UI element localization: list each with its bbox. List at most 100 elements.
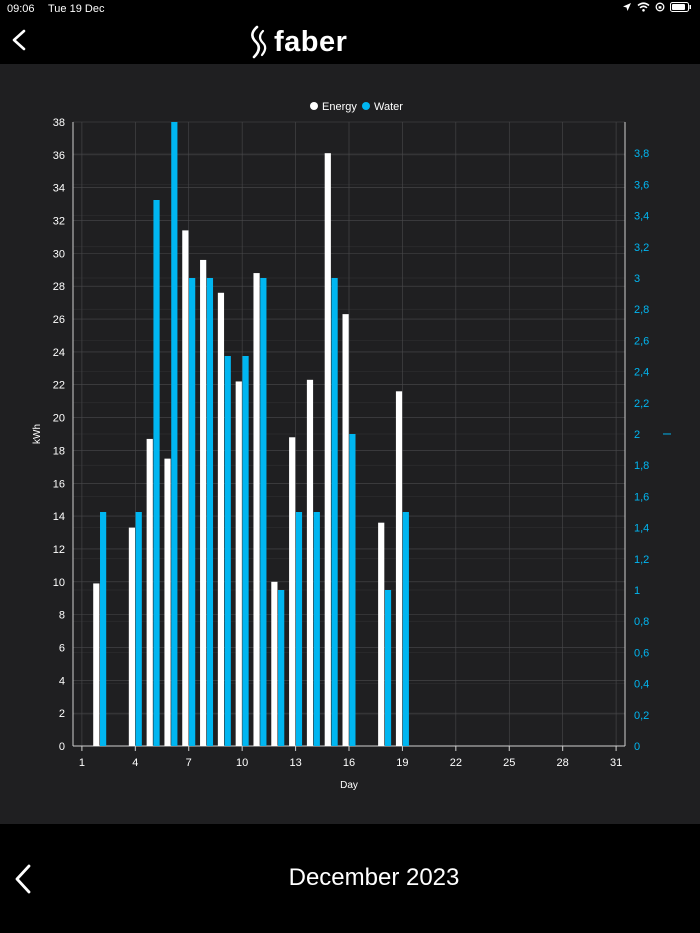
y2-axis-label: l	[660, 433, 672, 435]
x-tick-label: 13	[289, 757, 301, 769]
y-tick-label: 6	[59, 642, 65, 654]
flame-logo-icon	[251, 25, 267, 59]
energy-bar	[289, 437, 296, 746]
y-tick-label: 18	[53, 445, 65, 457]
x-tick-label: 22	[450, 757, 462, 769]
energy-bar	[324, 153, 331, 746]
y2-tick-label: 3	[634, 273, 640, 285]
energy-bar	[253, 273, 260, 746]
legend-energy-swatch	[310, 102, 318, 110]
energy-bar	[93, 583, 100, 746]
water-bar	[402, 512, 409, 746]
y-tick-label: 14	[53, 511, 65, 523]
water-bar	[189, 278, 196, 746]
y2-tick-label: 0,6	[634, 647, 649, 659]
energy-bar	[235, 381, 242, 746]
y2-tick-label: 1,6	[634, 491, 649, 503]
y2-tick-label: 2,2	[634, 398, 649, 410]
y2-tick-label: 0,8	[634, 616, 649, 628]
y-tick-label: 22	[53, 380, 65, 392]
water-bar	[331, 278, 338, 746]
legend-water-swatch	[362, 102, 370, 110]
battery-icon	[670, 2, 691, 12]
x-tick-label: 16	[343, 757, 355, 769]
y-tick-label: 0	[59, 741, 65, 753]
y-tick-label: 36	[53, 150, 65, 162]
bottom-bar: December 2023	[0, 824, 700, 933]
wifi-icon	[637, 2, 650, 12]
water-bar	[278, 590, 285, 746]
y-tick-label: 32	[53, 216, 65, 228]
y-tick-label: 38	[53, 117, 65, 129]
y-tick-label: 34	[53, 183, 65, 195]
energy-bar	[306, 379, 314, 746]
water-bar	[384, 590, 392, 746]
back-button[interactable]	[8, 26, 32, 54]
y-tick-label: 10	[53, 577, 65, 589]
month-label: December 2023	[288, 864, 460, 891]
y2-tick-label: 2	[634, 429, 640, 441]
y2-tick-label: 3,4	[634, 211, 649, 223]
x-axis-label: Day	[340, 780, 358, 791]
y2-tick-label: 2,4	[634, 367, 649, 379]
y2-tick-label: 3,6	[634, 179, 649, 191]
water-bar	[100, 512, 107, 746]
x-tick-label: 1	[79, 757, 85, 769]
energy-bar	[128, 527, 136, 746]
top-bar: faber	[0, 20, 700, 64]
y2-tick-label: 3,8	[634, 148, 649, 160]
y-tick-label: 2	[59, 708, 65, 720]
chevron-left-icon	[12, 29, 26, 51]
water-bar	[135, 512, 142, 746]
energy-bar	[200, 259, 207, 746]
water-bar	[206, 278, 214, 746]
water-bar	[224, 356, 231, 746]
x-tick-label: 31	[610, 757, 622, 769]
y-tick-label: 12	[53, 544, 65, 556]
y-tick-label: 24	[53, 347, 65, 359]
y-tick-label: 20	[53, 413, 65, 425]
y2-tick-label: 1,8	[634, 460, 649, 472]
orientation-lock-icon	[655, 2, 665, 12]
y2-tick-label: 1,4	[634, 523, 649, 535]
x-tick-label: 7	[186, 757, 192, 769]
x-tick-label: 28	[557, 757, 569, 769]
y-tick-label: 16	[53, 478, 65, 490]
energy-bar	[182, 230, 189, 746]
status-time: 09:06	[7, 3, 35, 15]
location-icon	[623, 3, 631, 11]
previous-month-button[interactable]	[10, 862, 36, 896]
y2-tick-label: 2,8	[634, 304, 649, 316]
legend-energy-label: Energy	[322, 101, 357, 113]
y2-tick-label: 1,2	[634, 554, 649, 566]
water-bar	[153, 200, 160, 746]
water-bar	[313, 512, 320, 746]
x-tick-label: 10	[236, 757, 248, 769]
chart-panel: 0 2 4 6 8 10 12 14 16 18 20 22 24 26 28 30 32 34 36 38 0 0,2 0…	[0, 64, 700, 824]
energy-bar	[378, 522, 385, 746]
y2-tick-label: 0,2	[634, 710, 649, 722]
energy-bar	[164, 458, 171, 746]
x-tick-label: 25	[503, 757, 515, 769]
water-bar	[260, 278, 267, 746]
y-tick-label: 26	[53, 314, 65, 326]
chevron-left-icon	[15, 864, 31, 894]
energy-water-chart: 0246810121416182022242628303234363800,20…	[32, 101, 672, 791]
y2-tick-label: 2,6	[634, 335, 649, 347]
y-tick-label: 30	[53, 248, 65, 260]
y-tick-label: 4	[59, 675, 65, 687]
y2-tick-label: 3,2	[634, 242, 649, 254]
energy-bar	[146, 438, 153, 746]
energy-bar	[217, 292, 225, 746]
y2-tick-label: 1	[634, 585, 640, 597]
x-tick-label: 19	[396, 757, 408, 769]
energy-bar	[395, 391, 403, 746]
y2-tick-label: 0	[634, 741, 640, 753]
y-tick-label: 28	[53, 281, 65, 293]
status-date: Tue 19 Dec	[48, 3, 105, 15]
status-bar: 09:06 Tue 19 Dec	[0, 0, 700, 20]
y-axis-label: kWh	[32, 424, 43, 444]
x-tick-label: 4	[132, 757, 138, 769]
water-bar	[171, 122, 178, 746]
energy-bar	[342, 314, 349, 746]
